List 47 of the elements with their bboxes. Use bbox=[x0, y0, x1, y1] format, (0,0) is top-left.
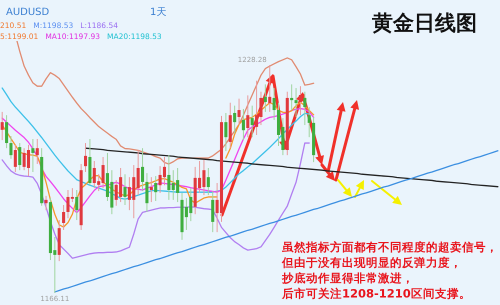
candlestick bbox=[224, 112, 228, 152]
candlestick bbox=[233, 105, 236, 134]
candlestick bbox=[22, 148, 26, 171]
candlestick bbox=[238, 98, 241, 126]
candlestick bbox=[242, 108, 245, 141]
candlestick bbox=[172, 170, 175, 200]
candlestick bbox=[250, 105, 254, 138]
candlestick bbox=[162, 156, 166, 186]
candlestick bbox=[132, 164, 136, 219]
candlestick bbox=[150, 176, 153, 203]
candlestick bbox=[202, 159, 206, 196]
candlestick bbox=[66, 189, 70, 219]
candlestick bbox=[5, 114, 8, 149]
chart-title: 黄金日线图 bbox=[371, 11, 477, 35]
candlestick bbox=[303, 91, 306, 126]
candlestick bbox=[259, 91, 262, 126]
candlestick bbox=[31, 138, 34, 173]
candlestick bbox=[62, 204, 66, 230]
candlestick bbox=[294, 88, 298, 118]
candlestick bbox=[255, 80, 258, 136]
candlestick bbox=[308, 106, 311, 138]
text: AUDUSD bbox=[6, 7, 50, 18]
candlestick bbox=[154, 176, 158, 202]
candlestick bbox=[158, 166, 162, 194]
candlestick bbox=[272, 88, 276, 120]
candlestick bbox=[0, 111, 4, 141]
candlestick bbox=[264, 84, 267, 112]
candlestick bbox=[75, 189, 78, 221]
annotation: 虽然指标方面都有不同程度的超卖信号，但由于没有出现明显的反弹力度，抄底动作显得非常激进，后市可关注1208-1210区间支撑。 bbox=[281, 240, 498, 300]
candlestick bbox=[189, 188, 192, 222]
candlestick bbox=[26, 144, 30, 177]
candlestick bbox=[246, 94, 250, 138]
candlestick bbox=[145, 172, 148, 212]
candlestick bbox=[123, 174, 127, 206]
candlestick bbox=[18, 142, 22, 171]
candlestick bbox=[211, 190, 214, 233]
candlestick bbox=[298, 86, 302, 116]
candlestick bbox=[14, 144, 17, 173]
candlestick bbox=[206, 167, 210, 196]
candlestick bbox=[84, 142, 88, 173]
candlestick bbox=[92, 160, 96, 189]
candlestick bbox=[36, 138, 39, 164]
text: 1天 bbox=[150, 7, 166, 18]
candlestick bbox=[268, 64, 272, 112]
candlestick bbox=[114, 180, 118, 206]
candlestick bbox=[9, 136, 12, 160]
candlestick bbox=[141, 148, 144, 192]
